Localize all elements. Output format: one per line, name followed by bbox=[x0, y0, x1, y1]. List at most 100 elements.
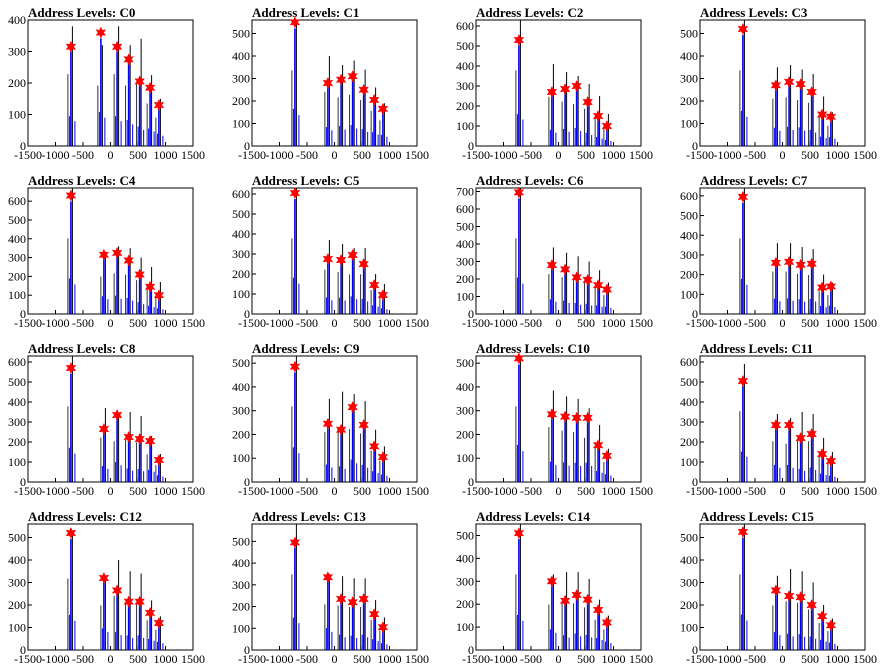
y-tick-label: 400 bbox=[232, 227, 250, 241]
peak-marker bbox=[806, 257, 817, 270]
y-tick-label: 0 bbox=[20, 139, 26, 153]
peak-marker bbox=[289, 536, 301, 549]
peak-marker bbox=[144, 606, 156, 620]
y-tick-label: 200 bbox=[680, 94, 698, 108]
peak-marker bbox=[825, 280, 837, 293]
x-tick-label: 0 bbox=[332, 652, 338, 666]
peak-marker bbox=[347, 248, 358, 262]
panel-c1: Address Levels: C1-1500 -1000 -500 0 500 1000… bbox=[232, 5, 429, 162]
y-tick-label: 700 bbox=[456, 185, 474, 199]
x-tick-label: -1500 bbox=[14, 652, 42, 666]
x-tick-label: -1000 bbox=[714, 652, 742, 666]
y-tick-label: 300 bbox=[680, 576, 698, 590]
peak-marker bbox=[513, 527, 525, 540]
peak-marker bbox=[368, 93, 380, 107]
x-tick-label: 0 bbox=[332, 148, 338, 162]
peak-marker bbox=[559, 594, 571, 607]
peak-marker bbox=[322, 252, 334, 266]
x-tick-label: 500 bbox=[801, 484, 819, 498]
y-tick-label: 300 bbox=[680, 72, 698, 86]
panel-c5: Address Levels: C5-1500 -1000 -500 0 500 1000… bbox=[232, 173, 429, 330]
y-tick-label: 500 bbox=[8, 213, 26, 227]
panel-c12: Address Levels: C12 -1500 -1000 -500 0 500 100… bbox=[8, 509, 205, 666]
y-tick-label: 500 bbox=[232, 207, 250, 221]
x-tick-label: 1000 bbox=[154, 484, 178, 498]
y-tick-label: 0 bbox=[244, 307, 250, 321]
peak-marker bbox=[335, 73, 347, 86]
peak-marker bbox=[601, 616, 613, 629]
plot-frame bbox=[251, 523, 418, 651]
peak-marker bbox=[335, 253, 347, 267]
peak-marker bbox=[144, 81, 156, 94]
plot-frame bbox=[251, 187, 418, 315]
plot-frame bbox=[699, 19, 866, 147]
peak-marker bbox=[144, 280, 156, 293]
x-tick-label: 500 bbox=[129, 316, 147, 330]
x-tick-label: -1000 bbox=[490, 316, 518, 330]
x-tick-label: 1500 bbox=[181, 148, 205, 162]
x-tick-label: 500 bbox=[577, 148, 595, 162]
peak-marker bbox=[546, 408, 558, 421]
peak-marker bbox=[111, 40, 123, 53]
plot-frame bbox=[27, 523, 194, 651]
x-tick-label: 500 bbox=[129, 148, 147, 162]
x-tick-label: 1000 bbox=[602, 652, 626, 666]
x-tick-label: 500 bbox=[801, 148, 819, 162]
plot-frame bbox=[27, 355, 194, 483]
peak-marker bbox=[601, 283, 613, 296]
x-tick-label: 0 bbox=[108, 484, 114, 498]
peak-marker bbox=[347, 70, 358, 83]
x-tick-label: -500 bbox=[520, 148, 542, 162]
x-tick-label: -1000 bbox=[266, 316, 294, 330]
y-tick-label: 400 bbox=[232, 49, 250, 63]
y-tick-label: 100 bbox=[8, 288, 26, 302]
peak-marker bbox=[153, 98, 165, 112]
peak-marker bbox=[601, 119, 613, 133]
peak-marker bbox=[783, 589, 795, 603]
y-tick-label: 0 bbox=[468, 307, 474, 321]
peak-marker bbox=[546, 258, 558, 272]
peak-marker bbox=[592, 109, 604, 123]
y-tick-label: 500 bbox=[680, 375, 698, 389]
peak-marker bbox=[289, 360, 301, 373]
peak-marker bbox=[98, 422, 110, 436]
x-tick-label: -500 bbox=[744, 652, 766, 666]
panel-title: Address Levels: C1 bbox=[252, 5, 359, 20]
panel-title: Address Levels: C4 bbox=[28, 173, 136, 188]
panel-c11: Address Levels: C11 -1500 -1000 -500 0 500 100… bbox=[680, 341, 877, 498]
x-tick-label: 1000 bbox=[826, 484, 850, 498]
y-tick-label: 100 bbox=[680, 621, 698, 635]
y-tick-label: 500 bbox=[232, 534, 250, 548]
peak-marker bbox=[153, 289, 165, 302]
peak-marker bbox=[513, 33, 525, 47]
x-tick-label: -1000 bbox=[490, 484, 518, 498]
peak-marker bbox=[335, 423, 347, 436]
x-tick-label: -500 bbox=[520, 484, 542, 498]
y-tick-label: 0 bbox=[468, 475, 474, 489]
x-tick-label: -500 bbox=[744, 484, 766, 498]
x-tick-label: -1000 bbox=[714, 148, 742, 162]
y-tick-label: 400 bbox=[8, 553, 26, 567]
plot-frame bbox=[475, 523, 642, 651]
y-tick-label: 400 bbox=[456, 237, 474, 251]
panel-title: Address Levels: C12 bbox=[28, 509, 142, 524]
y-tick-label: 300 bbox=[232, 404, 250, 418]
y-tick-label: 300 bbox=[232, 247, 250, 261]
y-tick-label: 300 bbox=[456, 574, 474, 588]
x-tick-label: 1000 bbox=[378, 652, 402, 666]
y-tick-label: 400 bbox=[456, 551, 474, 565]
peak-marker bbox=[795, 431, 806, 445]
x-tick-label: -500 bbox=[520, 652, 542, 666]
y-tick-label: 300 bbox=[8, 576, 26, 590]
peak-marker bbox=[322, 76, 334, 90]
peak-marker bbox=[770, 256, 782, 269]
peak-marker bbox=[737, 525, 749, 539]
x-tick-label: 0 bbox=[108, 148, 114, 162]
x-tick-label: -1500 bbox=[238, 316, 266, 330]
x-tick-label: -1500 bbox=[686, 316, 714, 330]
y-tick-label: 400 bbox=[456, 59, 474, 73]
x-tick-label: 1500 bbox=[181, 316, 205, 330]
peak-marker bbox=[358, 257, 369, 271]
y-tick-label: 100 bbox=[232, 287, 250, 301]
y-tick-label: 400 bbox=[680, 395, 698, 409]
